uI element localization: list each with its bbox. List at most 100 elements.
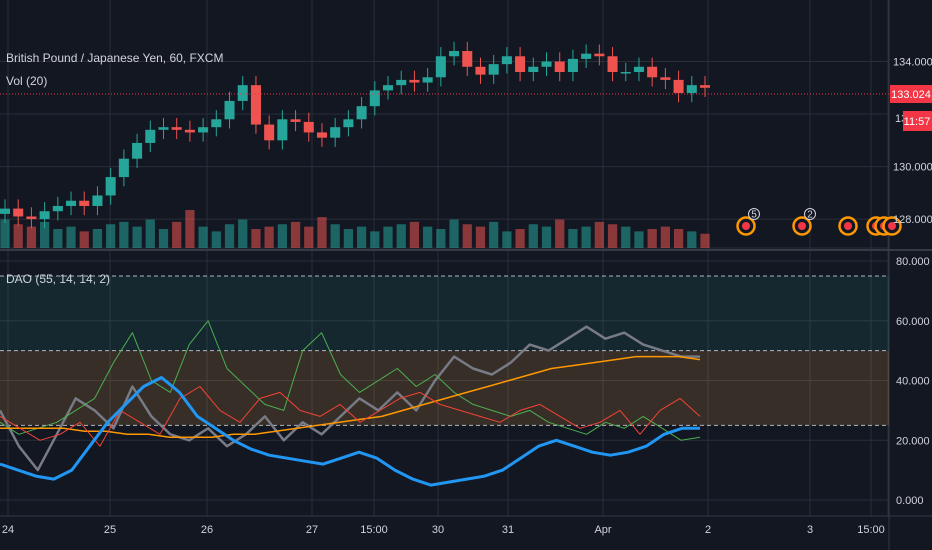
candle-body [383, 85, 394, 91]
candle-body [211, 119, 222, 128]
volume-bar [607, 224, 618, 248]
candle-body [594, 53, 605, 57]
event-marker-icon[interactable]: 2 [792, 208, 816, 236]
volume-bar [330, 224, 340, 248]
dao-y-tick-label: 20.000 [896, 435, 930, 447]
candle-body [237, 85, 248, 101]
x-axis-tick-label: 25 [104, 524, 116, 536]
event-marker-flag [888, 222, 896, 230]
x-axis-tick-label: 15:00 [360, 524, 388, 536]
candle-body [660, 77, 671, 80]
x-axis-tick-label: 2 [705, 524, 711, 536]
candle-body [462, 51, 473, 67]
volume-bar [251, 229, 261, 248]
countdown-value: 11:57 [904, 116, 931, 128]
candle-body [39, 211, 50, 220]
candle-body [422, 77, 433, 83]
dao-y-tick-label: 0.000 [896, 495, 924, 507]
dao-series-line [0, 320, 701, 441]
candle-body [0, 208, 11, 214]
volume-bar [172, 221, 182, 248]
candle-body [79, 200, 90, 206]
volume-bar [673, 229, 684, 248]
candle-body [171, 127, 182, 130]
volume-bar [594, 221, 604, 248]
candle-body [13, 208, 24, 217]
dao-y-tick-label: 60.000 [896, 316, 930, 328]
volume-bar [211, 231, 221, 248]
dao-series-line [0, 376, 700, 487]
candle-body [567, 58, 578, 73]
candle-body [277, 119, 288, 141]
volume-bar [145, 219, 155, 248]
candle-body [515, 56, 526, 73]
x-axis-tick-label: 15:00 [857, 524, 885, 536]
candle-body [673, 79, 684, 94]
volume-bar [555, 219, 565, 248]
candle-body [330, 127, 341, 138]
volume-bar [502, 231, 512, 248]
volume-bar [40, 221, 50, 248]
volume-bar [264, 226, 274, 248]
volume-bar [423, 226, 433, 248]
candle-body [620, 72, 631, 74]
last-price-tag: 133.024 [890, 85, 932, 103]
volume-bar [26, 226, 37, 248]
candle-body [686, 85, 697, 94]
price-y-tick-label: 128.000 [893, 214, 932, 226]
volume-bar [185, 210, 195, 248]
price-y-tick-label: 130.000 [893, 162, 932, 174]
x-axis-tick-label: 27 [306, 524, 318, 536]
volume-bar [409, 221, 420, 248]
x-axis-tick-label: 31 [502, 524, 514, 536]
candle-body [105, 177, 116, 196]
candle-body [488, 64, 499, 75]
volume-bar [621, 226, 631, 248]
price-candles [0, 41, 889, 229]
volume-bar [290, 221, 301, 248]
volume-bar [106, 224, 116, 248]
x-axis-tick-label: 24 [2, 524, 14, 536]
candle-body [52, 205, 63, 212]
dao-indicator-label: DAO (55, 14, 14, 2) [6, 272, 110, 286]
volume-bar [647, 229, 657, 248]
event-marker-flag [742, 222, 750, 230]
candle-body [633, 66, 644, 73]
dao-y-tick-label: 40.000 [896, 376, 930, 388]
candle-body [501, 56, 512, 65]
event-marker-icon[interactable]: 5 [736, 208, 760, 236]
candle-body [369, 90, 380, 107]
event-marker-flag [798, 222, 806, 230]
event-count-label: 5 [751, 210, 757, 221]
x-axis-tick-label: Apr [594, 524, 611, 536]
candle-body [264, 124, 275, 141]
candle-body [290, 119, 301, 122]
candle-body [224, 100, 235, 120]
volume-bar [383, 226, 393, 248]
candle-body [145, 129, 156, 143]
volume-bar [66, 226, 76, 248]
volume-bar [396, 224, 406, 248]
volume-bar [13, 224, 23, 248]
event-marker-icon[interactable] [882, 216, 902, 236]
candle-body [528, 66, 539, 73]
x-axis-tick-label: 26 [201, 524, 213, 536]
volume-bar [700, 233, 710, 248]
volume-bar [370, 231, 380, 248]
event-marker-icon[interactable] [838, 216, 858, 236]
candle-body [132, 142, 143, 159]
volume-bar [660, 226, 670, 248]
x-axis-tick-label: 30 [432, 524, 444, 536]
volume-bar [53, 229, 63, 248]
countdown-tag: 11:57 [903, 111, 932, 131]
candle-body [26, 216, 37, 220]
volume-bar [462, 224, 472, 248]
volume-bar [528, 224, 538, 248]
candle-body [435, 56, 446, 78]
volume-bar [158, 229, 169, 248]
x-axis-tick-label: 3 [807, 524, 813, 536]
candle-body [647, 66, 658, 78]
